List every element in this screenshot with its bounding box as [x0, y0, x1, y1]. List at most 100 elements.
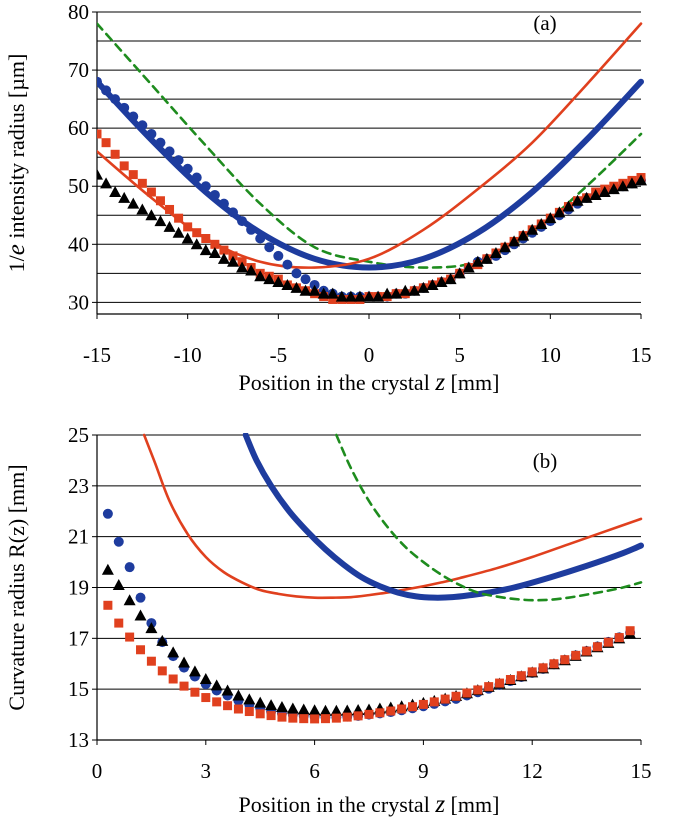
data-point-triangle [227, 255, 239, 267]
y-tick-label: 80 [68, 0, 89, 24]
data-point-triangle [381, 287, 394, 299]
data-point-triangle [363, 290, 375, 302]
data-point-triangle [444, 273, 457, 285]
data-point-square [516, 671, 526, 681]
data-point-square [244, 707, 254, 717]
data-point-triangle [172, 226, 185, 238]
data-point-square [201, 234, 211, 243]
data-point-circle [173, 155, 184, 166]
data-point-triangle [136, 203, 149, 215]
data-point-triangle [97, 168, 103, 180]
data-point-triangle [335, 290, 348, 302]
data-point-triangle [616, 180, 629, 192]
data-point-square [549, 659, 559, 669]
data-point-square [136, 645, 146, 655]
series-line-thick-line [242, 433, 644, 601]
data-point-triangle [263, 273, 276, 285]
panel-label: (b) [533, 449, 558, 473]
data-point-square [364, 709, 374, 719]
data-point-square [397, 704, 407, 714]
data-point-circle [273, 250, 284, 261]
data-point-triangle [290, 281, 303, 293]
data-point-square [103, 600, 113, 610]
series-line-line [142, 433, 643, 600]
data-point-triangle [167, 646, 180, 658]
data-point-square [255, 709, 265, 719]
data-point-square [190, 687, 200, 697]
data-point-circle [200, 181, 211, 192]
data-point-circle [124, 562, 135, 573]
data-point-triangle [281, 278, 294, 290]
data-point-triangle [265, 699, 278, 711]
data-point-triangle [544, 212, 557, 224]
data-point-square [146, 187, 156, 197]
data-point-square [183, 222, 193, 232]
data-point-square [310, 714, 320, 724]
data-point-triangle [526, 223, 539, 235]
data-point-triangle [217, 252, 230, 264]
data-point-square [128, 170, 138, 180]
data-point-triangle [317, 287, 330, 299]
data-point-square [168, 674, 178, 684]
data-point-circle [102, 508, 113, 519]
data-point-square [137, 178, 147, 188]
data-point-square [155, 196, 165, 206]
data-point-circle [291, 268, 302, 279]
data-point-circle [119, 102, 130, 113]
x-tick-label: 0 [364, 343, 375, 367]
data-point-triangle [399, 284, 412, 296]
data-point-triangle [471, 255, 484, 267]
data-point-square [451, 691, 461, 701]
data-point-square [233, 704, 243, 714]
data-point-triangle [372, 290, 385, 302]
data-point-triangle [100, 177, 113, 189]
data-point-triangle [308, 704, 321, 716]
y-tick-label: 19 [68, 576, 89, 600]
data-point-square [418, 699, 428, 709]
data-point-triangle [134, 609, 147, 621]
data-point-triangle [181, 232, 194, 244]
data-point-triangle [221, 684, 234, 696]
data-point-triangle [508, 235, 521, 247]
data-point-square [328, 294, 338, 304]
data-point-square [429, 697, 439, 707]
data-point-circle [255, 233, 266, 244]
data-point-circle [137, 120, 148, 131]
x-tick-label: -5 [270, 343, 288, 367]
data-point-square [560, 655, 570, 665]
data-point-square [179, 681, 189, 691]
data-point-triangle [254, 696, 267, 708]
data-point-triangle [562, 200, 575, 212]
data-point-triangle [199, 673, 212, 684]
data-point-triangle [625, 177, 638, 189]
series-line-dashed-line [335, 433, 643, 602]
data-point-triangle [156, 634, 169, 646]
data-point-square [505, 675, 515, 685]
x-tick-label: 9 [418, 759, 429, 783]
data-point-circle [237, 216, 248, 227]
data-point-triangle [145, 209, 158, 221]
data-point-triangle [232, 689, 245, 701]
data-point-triangle [123, 594, 136, 606]
data-point-square [192, 228, 202, 238]
data-point-square [592, 642, 602, 652]
data-point-triangle [188, 665, 201, 677]
data-point-triangle [535, 217, 548, 229]
y-tick-label: 40 [68, 232, 89, 256]
data-point-square [527, 667, 537, 677]
data-point-square [210, 239, 220, 249]
data-point-square [299, 714, 309, 724]
data-point-circle [182, 163, 193, 174]
data-point-square [174, 213, 184, 223]
x-tick-label: 6 [309, 759, 320, 783]
x-tick-label: 5 [454, 343, 465, 367]
data-point-triangle [598, 186, 611, 198]
y-tick-label: 70 [68, 58, 89, 82]
data-point-triangle [190, 238, 203, 250]
data-point-circle [155, 137, 166, 148]
data-point-square [201, 693, 211, 703]
y-tick-label: 23 [68, 474, 89, 498]
data-point-square [110, 149, 120, 159]
data-point-triangle [275, 700, 288, 712]
